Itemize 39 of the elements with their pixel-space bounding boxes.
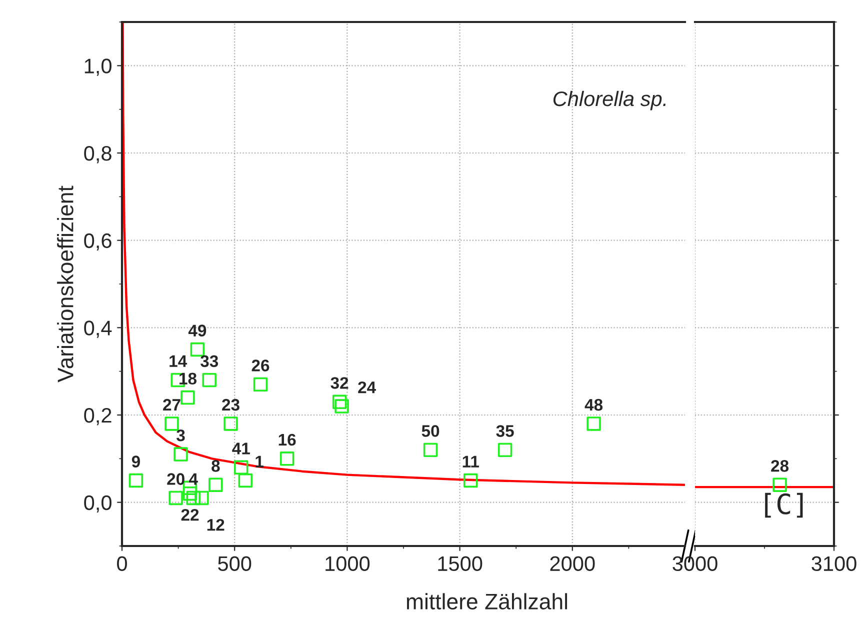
x-tick-label: 3100 [812,556,856,572]
annotation: 32 [330,377,348,389]
x-tick-label: 3000 [672,556,718,572]
annotation: 26 [252,360,270,372]
annotation: 9 [132,456,140,468]
x-tick-label: 0 [117,556,127,572]
annotation: 41 [232,442,250,454]
annotation: 16 [278,434,296,446]
x-tick-label: 2000 [550,556,595,572]
annotation: 11 [462,456,479,468]
y-tick-label: 1,0 [84,58,112,76]
annotation: 1 [256,456,264,468]
annotation: 50 [422,425,440,437]
annotation: [C] [765,492,803,518]
annotation: 8 [212,460,220,472]
y-axis-title: Variationskoeffizient [57,186,74,382]
y-tick-label: 0,4 [84,320,112,338]
annotation: 24 [358,381,376,394]
y-tick-label: 0,6 [84,233,112,251]
annotation: 23 [222,398,240,411]
annotation: 33 [200,355,218,368]
annotation: 48 [584,398,603,411]
x-axis-title: mittlere Zählzahl [406,593,568,610]
annotation: 20 [167,473,184,485]
x-tick-label: 1500 [438,556,482,572]
y-tick-label: 0,2 [84,408,112,426]
y-tick-label: 0,0 [84,495,112,513]
y-tick-label: 0,8 [84,146,112,164]
annotation: 28 [771,460,789,472]
x-tick-label: 500 [218,556,252,572]
annotation: 49 [188,324,206,336]
annotation: 12 [207,518,224,531]
x-tick-label: 1000 [326,556,370,572]
annotation: 27 [163,398,180,411]
annotation: 22 [181,508,199,521]
annotation: Chlorella sp. [553,90,666,110]
annotation: 14 [170,355,188,367]
annotation: 3 [176,429,185,442]
annotation: 35 [496,425,514,437]
